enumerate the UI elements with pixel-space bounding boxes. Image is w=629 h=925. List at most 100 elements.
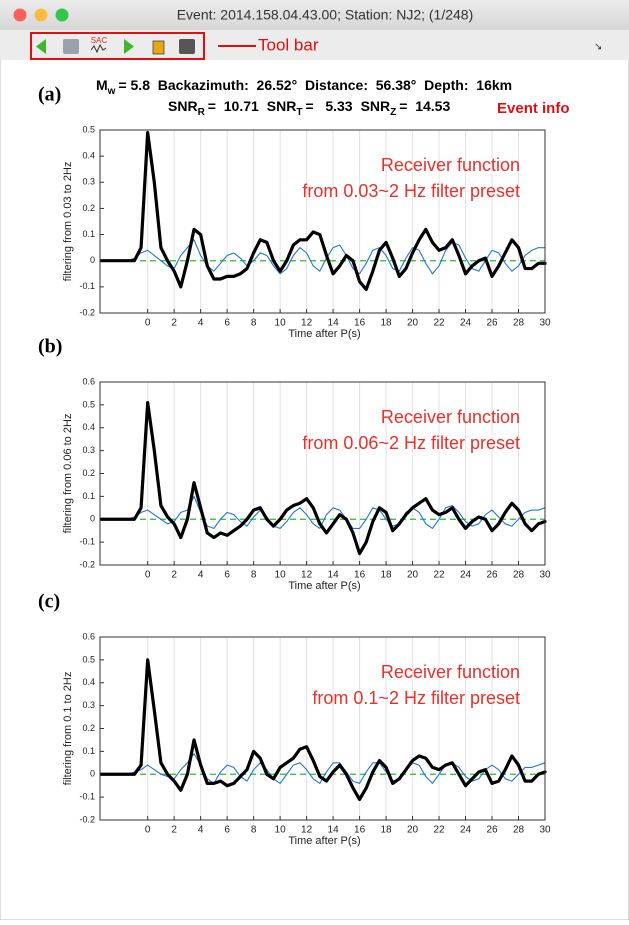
y-tick-label: 0.3 [82,700,95,710]
event-text: = 14.53 [399,98,450,114]
zoom-button[interactable] [55,8,69,22]
x-tick-label: 28 [513,318,525,329]
x-axis-label: Time after P(s) [288,328,360,340]
subscript: T [296,107,302,118]
y-tick-label: 0.2 [82,723,95,733]
toolbar [0,30,629,60]
y-tick-label: 0 [90,255,95,265]
x-tick-label: 0 [145,318,151,329]
y-tick-label: -0.1 [79,792,95,802]
x-tick-label: 10 [275,570,287,581]
y-tick-label: -0.2 [79,307,95,317]
x-tick-label: 16 [354,570,366,581]
y-tick-label: 0.5 [82,654,95,664]
y-tick-label: 0.1 [82,491,95,501]
x-tick-label: 14 [328,570,340,581]
series-line [99,658,547,802]
close-button[interactable] [13,8,27,22]
x-tick-label: 24 [460,825,472,836]
x-tick-label: 28 [513,570,525,581]
x-tick-label: 2 [171,318,177,329]
panel-annotation: Receiver function [381,407,520,427]
x-tick-label: 8 [251,570,257,581]
event-line2: SNRR = 10.71 SNRT = 5.33 SNRZ = 14.53 [168,98,450,118]
plot-frame [99,129,546,314]
y-tick-label: -0.2 [79,814,95,824]
event-text: = 5.8 Backazimuth: 26.52° Distance: 56.3… [118,77,512,93]
minimize-button[interactable] [34,8,48,22]
y-axis-label: filtering from 0.1 to 2Hz [62,672,74,786]
event-annotation: Event info [497,100,570,117]
x-tick-label: 20 [407,318,419,329]
y-tick-label: 0.1 [82,746,95,756]
next-button[interactable] [124,39,134,54]
y-tick-label: -0.1 [79,281,95,291]
panel-label: (a) [38,84,61,106]
y-tick-label: 0.2 [82,468,95,478]
plot-frame [99,381,546,566]
x-axis-label: Time after P(s) [288,835,360,847]
title-bar [0,0,629,30]
snapshot-button[interactable] [63,39,79,54]
x-axis-label: Time after P(s) [288,580,360,592]
x-tick-label: 20 [407,825,419,836]
x-tick-label: 30 [539,570,551,581]
prev-button[interactable] [36,39,46,54]
event-text: = 10.71 [208,98,259,114]
print-button[interactable] [179,39,195,54]
symbol: SNR [168,98,198,114]
y-tick-label: -0.1 [79,537,95,547]
y-tick-label: 0 [90,769,95,779]
subscript: Z [390,107,396,118]
subscript: w [107,86,116,97]
series-line [99,131,547,292]
x-tick-label: 14 [328,825,340,836]
y-tick-label: 0 [90,514,95,524]
subscript: R [198,107,206,118]
x-tick-label: 18 [381,570,393,581]
x-tick-label: 10 [275,318,287,329]
panel-label: (b) [38,336,62,358]
event-line1: Mw = 5.8 Backazimuth: 26.52° Distance: 56… [96,77,512,97]
x-tick-label: 2 [171,825,177,836]
x-tick-label: 6 [224,570,230,581]
y-axis-label: filtering from 0.06 to 2Hz [62,414,74,534]
y-tick-label: 0.3 [82,177,95,187]
x-tick-label: 18 [381,825,393,836]
y-tick-label: -0.2 [79,559,95,569]
plot-frame [99,636,546,821]
panel-annotation: from 0.06~2 Hz filter preset [302,433,520,453]
x-tick-label: 4 [198,570,204,581]
y-tick-label: 0.6 [82,376,95,386]
y-axis-label: filtering from 0.03 to 2Hz [62,162,74,282]
x-tick-label: 6 [224,318,230,329]
x-tick-label: 30 [539,825,551,836]
x-tick-label: 18 [381,318,393,329]
x-tick-label: 24 [460,570,472,581]
x-tick-label: 26 [486,570,498,581]
x-tick-label: 8 [251,825,257,836]
x-tick-label: 12 [301,570,313,581]
panel-annotation: Receiver function [381,155,520,175]
dock-button[interactable]: ↘ [594,42,602,53]
y-tick-label: 0.3 [82,445,95,455]
x-tick-label: 12 [301,825,313,836]
x-tick-label: 10 [275,825,287,836]
x-tick-label: 14 [328,318,340,329]
x-tick-label: 22 [433,825,445,836]
y-tick-label: 0.4 [82,677,95,687]
symbol: SNR [361,98,391,114]
x-tick-label: 24 [460,318,472,329]
y-tick-label: 0.5 [82,399,95,409]
y-tick-label: 0.4 [82,151,95,161]
x-tick-label: 6 [224,825,230,836]
x-tick-label: 12 [301,318,313,329]
sac-button[interactable]: SAC [91,36,108,45]
y-tick-label: 0.6 [82,631,95,641]
y-tick-label: 0.1 [82,229,95,239]
delete-button[interactable] [152,40,165,55]
x-tick-label: 4 [198,825,204,836]
x-tick-label: 30 [539,318,551,329]
symbol: M [96,77,108,93]
